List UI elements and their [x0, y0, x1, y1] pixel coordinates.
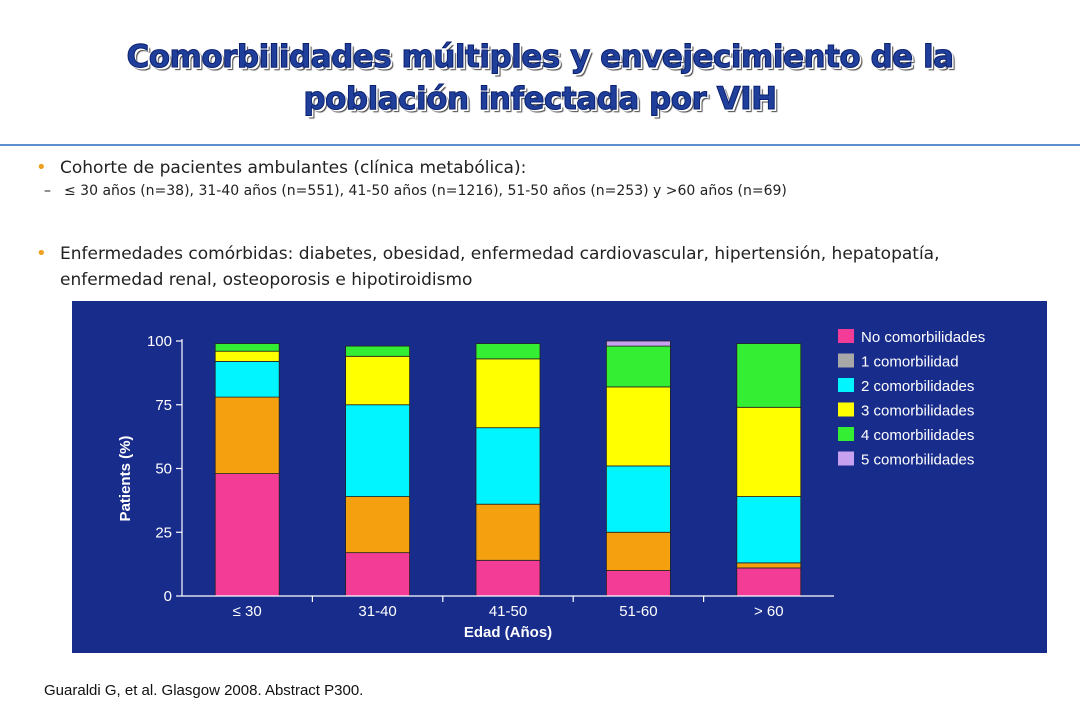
bar-segment [214, 343, 280, 352]
legend-label: No comorbilidades [861, 329, 985, 346]
y-tick-label: 0 [164, 588, 172, 605]
slide-title-line-1: Comorbilidades múltiples y envejecimient… [126, 39, 955, 76]
bar-segment [214, 396, 280, 474]
citation: Guaraldi G, et al. Glasgow 2008. Abstrac… [44, 682, 364, 699]
bullet-diseases: • Enfermedades comórbidas: diabetes, obe… [36, 241, 940, 293]
chart-panel: ≤ 30 31-40 41-50 51-60 > 60 0 25 50 75 100 Edad (A… [72, 301, 1047, 653]
sub-bullet-ages-text: ≤ 30 años (n=38), 31-40 años (n=551), 41… [64, 183, 787, 199]
bar-segment [345, 345, 411, 357]
legend-label: 2 comorbilidades [861, 378, 974, 395]
bar-segment [736, 562, 802, 569]
bar-segment [736, 567, 802, 597]
bar-segment [214, 361, 280, 398]
y-tick-label: 100 [147, 333, 172, 350]
y-tick-label: 75 [155, 397, 172, 414]
slide-title: Comorbilidades múltiples y envejecimient… [0, 36, 1080, 120]
bar-segment [214, 473, 280, 597]
bullet-dot-icon: • [36, 243, 47, 264]
x-tick-label: ≤ 30 [233, 603, 262, 620]
bar-segment [606, 386, 671, 467]
bar-segment [475, 427, 541, 505]
bar-segment [606, 531, 671, 571]
dash-icon: – [44, 183, 51, 199]
x-tick-label: 41-50 [489, 603, 527, 620]
bar-segment [345, 355, 411, 406]
bar-segment [606, 570, 671, 597]
bar-segment [606, 465, 671, 533]
bar-segment [345, 404, 411, 497]
bar-segment [606, 340, 671, 347]
x-tick-label: 31-40 [358, 603, 396, 620]
legend-swatch [838, 402, 854, 417]
x-tick-label: > 60 [754, 603, 784, 620]
legend-swatch [838, 329, 854, 343]
stacked-bar-chart: ≤ 30 31-40 41-50 51-60 > 60 0 25 50 75 100 Edad (A… [117, 329, 985, 641]
bar-segment [736, 496, 802, 564]
slide-title-line-2: población infectada por VIH [303, 81, 778, 118]
x-tick-label: 51-60 [619, 603, 657, 620]
legend-swatch [838, 378, 854, 392]
y-tick-label: 25 [155, 524, 172, 541]
bullet-diseases-line-2: enfermedad renal, osteoporosis e hipotir… [60, 270, 473, 290]
y-axis-title: Patients (%) [117, 436, 134, 522]
legend-label: 3 comorbilidades [861, 403, 974, 420]
bar-segment [345, 496, 411, 554]
y-tick-label: 50 [155, 461, 172, 478]
bullet-cohort: • Cohorte de pacientes ambulantes (clíni… [36, 155, 527, 181]
bar-segment [214, 350, 280, 362]
legend-swatch [838, 353, 854, 368]
legend-swatch [838, 451, 854, 466]
bullet-dot-icon: • [36, 157, 47, 178]
bar-segment [736, 406, 802, 497]
legend-label: 1 comorbilidad [861, 354, 959, 371]
bar-segment [475, 503, 541, 561]
legend-label: 5 comorbilidades [861, 452, 974, 469]
x-axis-title: Edad (Años) [464, 624, 552, 641]
bar-segment [475, 559, 541, 597]
bar-segment [606, 345, 671, 388]
legend-swatch [838, 427, 854, 441]
bar-segment [475, 343, 541, 360]
bar-segment [475, 358, 541, 429]
bullet-cohort-text: Cohorte de pacientes ambulantes (clínica… [60, 158, 527, 178]
legend-label: 4 comorbilidades [861, 427, 974, 444]
bar-segment [736, 343, 802, 408]
bullet-diseases-line-1: Enfermedades comórbidas: diabetes, obesi… [60, 244, 940, 264]
sub-bullet-ages: – ≤ 30 años (n=38), 31-40 años (n=551), … [44, 183, 787, 199]
bar-segment [345, 552, 411, 597]
title-divider [0, 144, 1080, 146]
